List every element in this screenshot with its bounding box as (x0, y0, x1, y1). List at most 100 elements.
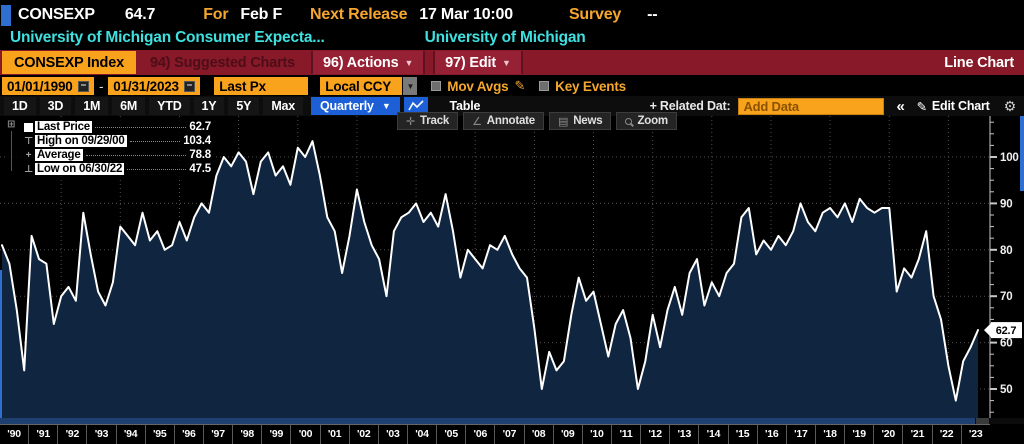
period-select[interactable]: Quarterly ▼ (311, 97, 400, 115)
svg-text:80: 80 (1000, 245, 1012, 257)
legend-row[interactable]: ⊥ Low on 06/30/22 47.5 (22, 162, 211, 176)
legend-leader-dots (94, 126, 187, 128)
key-events-checkbox[interactable]: Key Events (539, 79, 626, 94)
currency-dropdown-arrow[interactable]: ▼ (403, 77, 418, 95)
track-tool-button[interactable]: ✛ Track (397, 112, 459, 130)
chart-plot-area[interactable]: 50 60 70 80 90 100 62.7 (0, 116, 1024, 418)
x-axis-year-label: '13 (669, 425, 698, 444)
for-label: For (203, 6, 229, 23)
zoom-tool-button[interactable]: Zoom (616, 112, 677, 130)
for-value: Feb F (240, 6, 283, 23)
x-axis-year-label: '06 (465, 425, 494, 444)
range-button-1y[interactable]: 1Y (193, 97, 225, 115)
horizontal-scrollbar-track[interactable] (0, 418, 1024, 424)
survey-label: Survey (568, 6, 622, 23)
related-data-button[interactable]: + Related Dat: (649, 99, 731, 113)
calendar-icon[interactable] (183, 80, 195, 92)
news-icon: ▤ (558, 115, 569, 128)
last-price-swatch (24, 122, 33, 132)
menu-suggested-charts[interactable]: 94) Suggested Charts (149, 54, 296, 71)
scrollbar-end-button[interactable] (976, 418, 989, 424)
legend-row[interactable]: Last Price 62.7 (22, 120, 211, 134)
x-axis-year-label: '16 (756, 425, 786, 444)
range-button-6m[interactable]: 6M (112, 97, 146, 115)
high-marker: ⊤ (24, 135, 33, 147)
x-axis-year-label: '92 (57, 425, 86, 444)
checkbox-icon (539, 81, 550, 91)
x-axis-year-label: '23 (960, 425, 990, 444)
x-axis-year-label: '00 (290, 425, 319, 444)
x-axis-year-label: '02 (348, 425, 378, 444)
horizontal-scrollbar-thumb[interactable] (0, 418, 975, 424)
x-axis-year-label: '98 (232, 425, 261, 444)
x-axis-year-label: '96 (173, 425, 203, 444)
x-axis-year-label: '19 (844, 425, 873, 444)
security-input[interactable]: CONSEXP Index (2, 51, 136, 74)
x-axis-year-label: '11 (610, 425, 640, 444)
legend-leader-dots (85, 154, 187, 156)
last-value: 64.7 (124, 6, 156, 23)
header-row: CONSEXP 64.7 For Feb F Next Release 17 M… (0, 3, 1024, 27)
gear-icon[interactable]: ⚙ (1003, 97, 1017, 114)
annotate-tool-button[interactable]: ∠ Annotate (463, 112, 544, 130)
pencil-icon: ✎ (916, 99, 927, 114)
zoom-icon (625, 117, 633, 125)
range-button-1d[interactable]: 1D (4, 97, 36, 115)
next-release-value: 17 Mar 10:00 (419, 6, 513, 23)
legend-label: Last Price (35, 121, 92, 133)
x-axis-year-label: '04 (406, 425, 436, 444)
range-buttons: 1D 3D 1M 6M YTD 1Y 5Y Max (0, 97, 304, 115)
collapse-panel-icon[interactable]: « (896, 97, 905, 115)
legend-value: 103.4 (183, 135, 211, 147)
table-button[interactable]: Table (449, 99, 481, 113)
pencil-icon[interactable]: ✎ (514, 78, 526, 93)
range-button-5y[interactable]: 5Y (228, 97, 260, 115)
edit-chart-button[interactable]: ✎ Edit Chart (916, 99, 990, 114)
date-to-input[interactable]: 01/31/2023 (108, 77, 201, 95)
x-axis-year-label: '08 (523, 425, 553, 444)
line-chart-type-button[interactable] (403, 97, 428, 115)
range-button-3d[interactable]: 3D (39, 97, 72, 115)
add-data-input[interactable]: Add Data (738, 97, 885, 115)
svg-text:62.7: 62.7 (996, 325, 1017, 337)
x-axis-year-label: '10 (581, 425, 611, 444)
mov-avgs-checkbox[interactable]: Mov Avgs ✎ (431, 78, 525, 94)
svg-text:90: 90 (1000, 198, 1012, 210)
svg-text:70: 70 (1000, 291, 1012, 303)
chevron-down-icon: ▼ (501, 57, 511, 68)
legend-row[interactable]: ⊤ High on 09/29/00 103.4 (22, 134, 211, 148)
legend-row[interactable]: + Average 78.8 (22, 148, 211, 162)
news-tool-button[interactable]: ▤ News (549, 112, 612, 130)
x-axis-year-label: '01 (319, 425, 349, 444)
price-field-select[interactable]: Last Px (214, 77, 309, 95)
survey-value: -- (647, 6, 658, 23)
svg-text:60: 60 (1000, 338, 1012, 350)
line-chart-icon (407, 100, 424, 111)
left-scroll-edge[interactable] (0, 270, 2, 418)
date-range-dash: - (99, 78, 104, 94)
ticker: CONSEXP (18, 6, 95, 23)
data-source: University of Michigan (424, 29, 586, 46)
calendar-icon[interactable] (77, 80, 89, 92)
range-button-max[interactable]: Max (263, 97, 304, 115)
menu-actions[interactable]: 96) Actions ▼ (311, 51, 426, 74)
date-from-input[interactable]: 01/01/1990 (2, 77, 94, 95)
menu-edit[interactable]: 97) Edit ▼ (433, 51, 523, 74)
legend-value: 78.8 (189, 149, 211, 161)
checkbox-icon (431, 81, 442, 91)
legend-leader-dots (127, 168, 187, 170)
x-axis-year-label: '12 (640, 425, 669, 444)
x-axis-year-label: '90 (7, 428, 21, 440)
low-marker: ⊥ (24, 163, 33, 175)
x-axis-year-label: '91 (28, 425, 57, 444)
range-button-1m[interactable]: 1M (75, 97, 109, 115)
range-button-ytd[interactable]: YTD (149, 97, 190, 115)
currency-select[interactable]: Local CCY (320, 77, 403, 95)
vertical-scrollbar-thumb[interactable] (1020, 116, 1024, 191)
x-axis-year-label: '21 (902, 425, 931, 444)
legend-label: Low on 06/30/22 (35, 163, 125, 175)
x-axis-year-label: '05 (436, 425, 465, 444)
x-axis-year-label: '14 (698, 425, 727, 444)
x-axis-year-label: '20 (873, 425, 902, 444)
